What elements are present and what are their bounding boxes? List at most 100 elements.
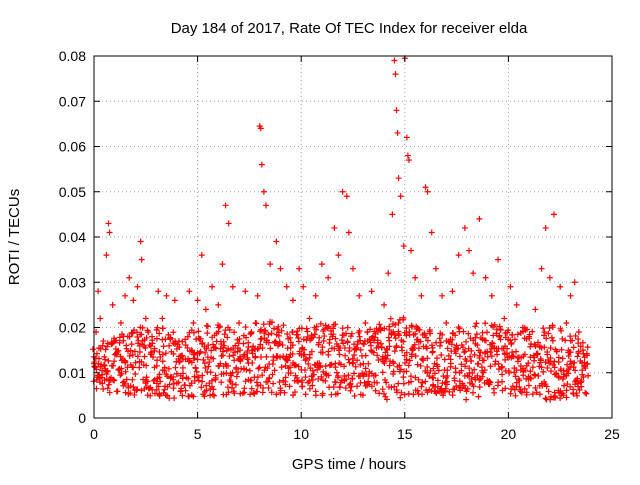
- data-point: [254, 382, 261, 389]
- y-tick-label: 0.08: [59, 48, 86, 64]
- grid-layer: [94, 56, 612, 418]
- data-point: [306, 378, 313, 385]
- data-point: [385, 334, 392, 341]
- data-point: [579, 339, 586, 346]
- data-point: [452, 332, 459, 339]
- data-point: [383, 379, 390, 386]
- data-point: [430, 375, 437, 382]
- data-point: [112, 337, 119, 344]
- data-point: [577, 343, 584, 350]
- data-point: [139, 324, 146, 331]
- data-point: [439, 331, 446, 338]
- data-point: [466, 365, 473, 372]
- data-point: [300, 346, 307, 353]
- data-point: [537, 355, 544, 362]
- data-point: [130, 297, 137, 304]
- data-point: [525, 360, 532, 367]
- data-point: [468, 347, 475, 354]
- data-point: [306, 315, 313, 322]
- data-point: [571, 359, 578, 366]
- data-point: [125, 348, 132, 355]
- data-point: [138, 331, 145, 338]
- data-point: [240, 340, 247, 347]
- data-point: [407, 373, 414, 380]
- data-point: [538, 265, 545, 272]
- data-point: [472, 323, 479, 330]
- data-point: [231, 329, 238, 336]
- data-point: [439, 380, 446, 387]
- data-point: [545, 330, 552, 337]
- data-point: [463, 388, 470, 395]
- data-point: [401, 391, 408, 398]
- data-point: [277, 385, 284, 392]
- data-point: [175, 379, 182, 386]
- data-point: [482, 320, 489, 327]
- data-point: [368, 383, 375, 390]
- data-point: [469, 370, 476, 377]
- data-point: [331, 345, 338, 352]
- data-point: [520, 372, 527, 379]
- data-point: [289, 350, 296, 357]
- data-point: [469, 381, 476, 388]
- data-point: [541, 344, 548, 351]
- data-point: [136, 364, 143, 371]
- data-point: [184, 333, 191, 340]
- data-point: [102, 346, 109, 353]
- data-point: [386, 343, 393, 350]
- data-point: [208, 377, 215, 384]
- data-point: [163, 292, 170, 299]
- data-point: [390, 360, 397, 367]
- data-point: [226, 326, 233, 333]
- data-point: [343, 330, 350, 337]
- data-point: [393, 107, 400, 114]
- x-axis-label: GPS time / hours: [292, 456, 406, 473]
- data-point: [259, 345, 266, 352]
- data-point: [279, 342, 286, 349]
- data-point: [224, 384, 231, 391]
- data-point: [468, 375, 475, 382]
- data-point: [455, 324, 462, 331]
- data-point: [417, 338, 424, 345]
- data-point: [218, 352, 225, 359]
- data-point: [550, 361, 557, 368]
- data-point: [229, 369, 236, 376]
- data-point: [127, 383, 134, 390]
- data-point: [344, 324, 351, 331]
- data-point: [555, 374, 562, 381]
- data-point: [304, 333, 311, 340]
- data-point: [224, 334, 231, 341]
- data-point: [544, 351, 551, 358]
- data-point: [376, 321, 383, 328]
- data-point: [529, 391, 536, 398]
- data-point: [564, 381, 571, 388]
- data-point: [557, 395, 564, 402]
- data-point: [483, 329, 490, 336]
- data-point: [320, 338, 327, 345]
- data-point: [104, 343, 111, 350]
- data-point: [436, 342, 443, 349]
- data-point: [531, 354, 538, 361]
- data-point: [389, 358, 396, 365]
- data-point: [449, 288, 456, 295]
- data-point: [547, 345, 554, 352]
- data-point: [424, 369, 431, 376]
- data-point: [426, 373, 433, 380]
- data-point: [463, 396, 470, 403]
- data-point: [473, 331, 480, 338]
- data-point: [239, 390, 246, 397]
- data-point: [192, 365, 199, 372]
- data-point: [295, 378, 302, 385]
- data-point: [254, 388, 261, 395]
- data-point: [130, 383, 137, 390]
- data-point: [410, 391, 417, 398]
- data-point: [222, 202, 229, 209]
- data-point: [367, 342, 374, 349]
- data-point: [583, 390, 590, 397]
- data-point: [225, 345, 232, 352]
- y-tick-label: 0.03: [59, 274, 86, 290]
- data-point: [122, 368, 129, 375]
- data-point: [287, 369, 294, 376]
- data-point: [254, 374, 261, 381]
- data-point: [99, 380, 106, 387]
- data-point: [522, 367, 529, 374]
